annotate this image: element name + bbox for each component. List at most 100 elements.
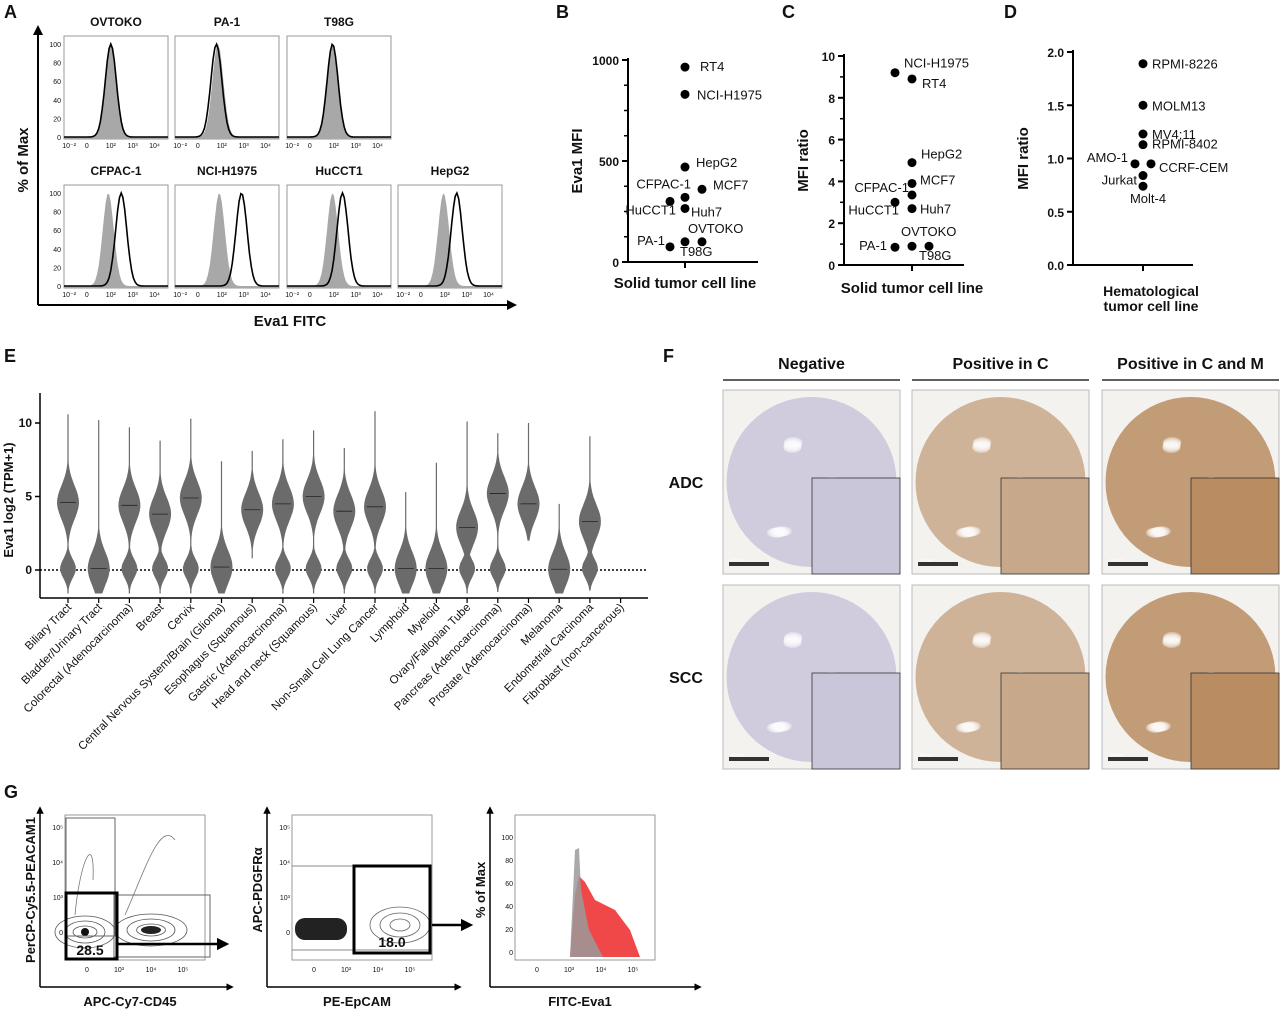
- data-point-amo-1: [1130, 159, 1140, 169]
- histogram-hucct1: HuCCT1 10⁻² 0 10² 10³ 10⁴: [285, 164, 392, 299]
- x-tick-label: 0: [308, 143, 312, 150]
- data-point-cfpac-1: [907, 190, 917, 200]
- scale-bar: [1108, 562, 1148, 566]
- violin-4: [179, 418, 202, 594]
- control-histogram: [64, 44, 168, 139]
- x-tick-label: 0: [85, 143, 89, 150]
- y-tick-label: 8: [828, 92, 835, 106]
- y-tick-label: 0: [286, 930, 290, 937]
- ihc-image: 500 μm: [722, 584, 901, 770]
- x-tick-label: 10⁴: [146, 967, 157, 974]
- violin-11: [394, 492, 417, 594]
- data-point-rt4: [680, 62, 690, 72]
- tissue-texture: [783, 633, 802, 644]
- panel-label-a: A: [4, 2, 17, 22]
- data-point-label: MCF7: [920, 172, 955, 187]
- panel-a-xlabel: Eva1 FITC: [254, 313, 327, 330]
- y-tick-label: 1.0: [1047, 153, 1064, 167]
- ihc-image: 500 μm: [911, 389, 1090, 575]
- y-axis-label: Eva1 MFI: [569, 128, 586, 193]
- density-contour: [74, 835, 176, 916]
- histogram-hepg2: HepG2 10⁻² 0 10² 10³ 10⁴: [396, 164, 503, 299]
- scale-bar: [1108, 757, 1148, 761]
- tissue-texture: [972, 438, 991, 449]
- tissue-texture: [1162, 440, 1181, 451]
- violin-13: [456, 421, 478, 594]
- stained-histogram: [287, 42, 391, 138]
- scale-bar-label: 500 μm: [1110, 557, 1124, 562]
- x-tick-label: 0: [196, 143, 200, 150]
- tissue-texture: [962, 721, 981, 732]
- tissue-texture: [772, 526, 791, 537]
- violin-0: [57, 414, 79, 594]
- tissue-texture: [783, 634, 802, 645]
- y-tick-label: 10: [822, 50, 836, 64]
- data-point-hucct1: [890, 197, 900, 207]
- scale-bar: [729, 757, 769, 761]
- data-point-label: Huh7: [691, 204, 722, 219]
- data-point-label: HuCCT1: [625, 202, 676, 217]
- y-tick-label: 10³: [53, 895, 64, 902]
- tissue-texture: [1163, 436, 1182, 447]
- tissue-texture: [972, 635, 991, 646]
- x-tick-label: 10²: [440, 292, 451, 299]
- tissue-texture: [972, 440, 991, 451]
- gate-upper: [65, 817, 116, 937]
- data-point-mv4;11: [1138, 129, 1148, 139]
- control-histogram: [287, 193, 391, 288]
- magnified-inset: [1190, 672, 1280, 770]
- histogram-t98g: T98G 10⁻² 0 10² 10³ 10⁴: [285, 15, 392, 150]
- x-tick-label: 0: [419, 292, 423, 299]
- scale-bar: [918, 757, 958, 761]
- y-tick-label: 1.5: [1047, 99, 1064, 113]
- data-point-label: OVTOKO: [901, 224, 956, 239]
- data-point-label: MV4;11: [1152, 127, 1196, 142]
- y-tick-label: 40: [505, 904, 513, 911]
- histogram-title: HuCCT1: [315, 164, 363, 178]
- tissue-texture: [1145, 722, 1164, 733]
- tissue-texture: [1152, 721, 1171, 732]
- tissue-texture: [957, 527, 976, 538]
- density-contour: [72, 925, 98, 939]
- magnified-inset: [1190, 477, 1280, 575]
- y-tick-label: 0: [828, 259, 835, 273]
- tissue-texture: [771, 526, 790, 537]
- tissue-texture: [766, 527, 785, 538]
- tissue-texture: [1162, 633, 1181, 644]
- column-header: Negative: [778, 356, 845, 373]
- y-tick-label: 0.5: [1047, 206, 1064, 220]
- tissue-texture: [1148, 722, 1167, 733]
- x-tick-label: 10³: [128, 292, 139, 299]
- control-histogram: [175, 194, 279, 288]
- tissue-texture: [955, 527, 974, 538]
- x-tick-label: 10⁴: [260, 143, 271, 150]
- y-tick-label: 10: [19, 416, 33, 430]
- y-tick-label: 2: [828, 217, 835, 231]
- x-tick-label: 10³: [114, 967, 125, 974]
- x-tick-label: 10⁴: [483, 292, 494, 299]
- ihc-image: 500 μm: [1101, 389, 1280, 575]
- x-tick-label: 10³: [462, 292, 473, 299]
- x-tick-label: 10⁴: [260, 292, 271, 299]
- tissue-texture: [972, 634, 991, 645]
- tissue-texture: [1151, 721, 1170, 732]
- y-axis-label: PerCP-Cy5.5-PEACAM1: [23, 817, 38, 963]
- tissue-texture: [1152, 526, 1171, 537]
- tissue-texture: [1163, 631, 1182, 642]
- control-histogram: [570, 848, 603, 957]
- y-tick-label: 0: [57, 135, 61, 142]
- tissue-texture: [771, 721, 790, 732]
- ihc-image: 500 μm: [911, 584, 1090, 770]
- tissue-texture: [1150, 721, 1169, 732]
- tissue-texture: [783, 638, 802, 649]
- x-tick-label: 0: [196, 292, 200, 299]
- data-point-label: CFPAC-1: [854, 180, 909, 195]
- violin-5: [210, 461, 233, 594]
- panel-a-ylabel: % of Max: [15, 127, 32, 193]
- violin-15: [517, 423, 540, 541]
- tissue-texture: [973, 436, 992, 447]
- tissue-texture: [769, 722, 788, 733]
- violin-1: [87, 420, 110, 594]
- x-tick-label: 10²: [217, 292, 228, 299]
- tissue-texture: [957, 722, 976, 733]
